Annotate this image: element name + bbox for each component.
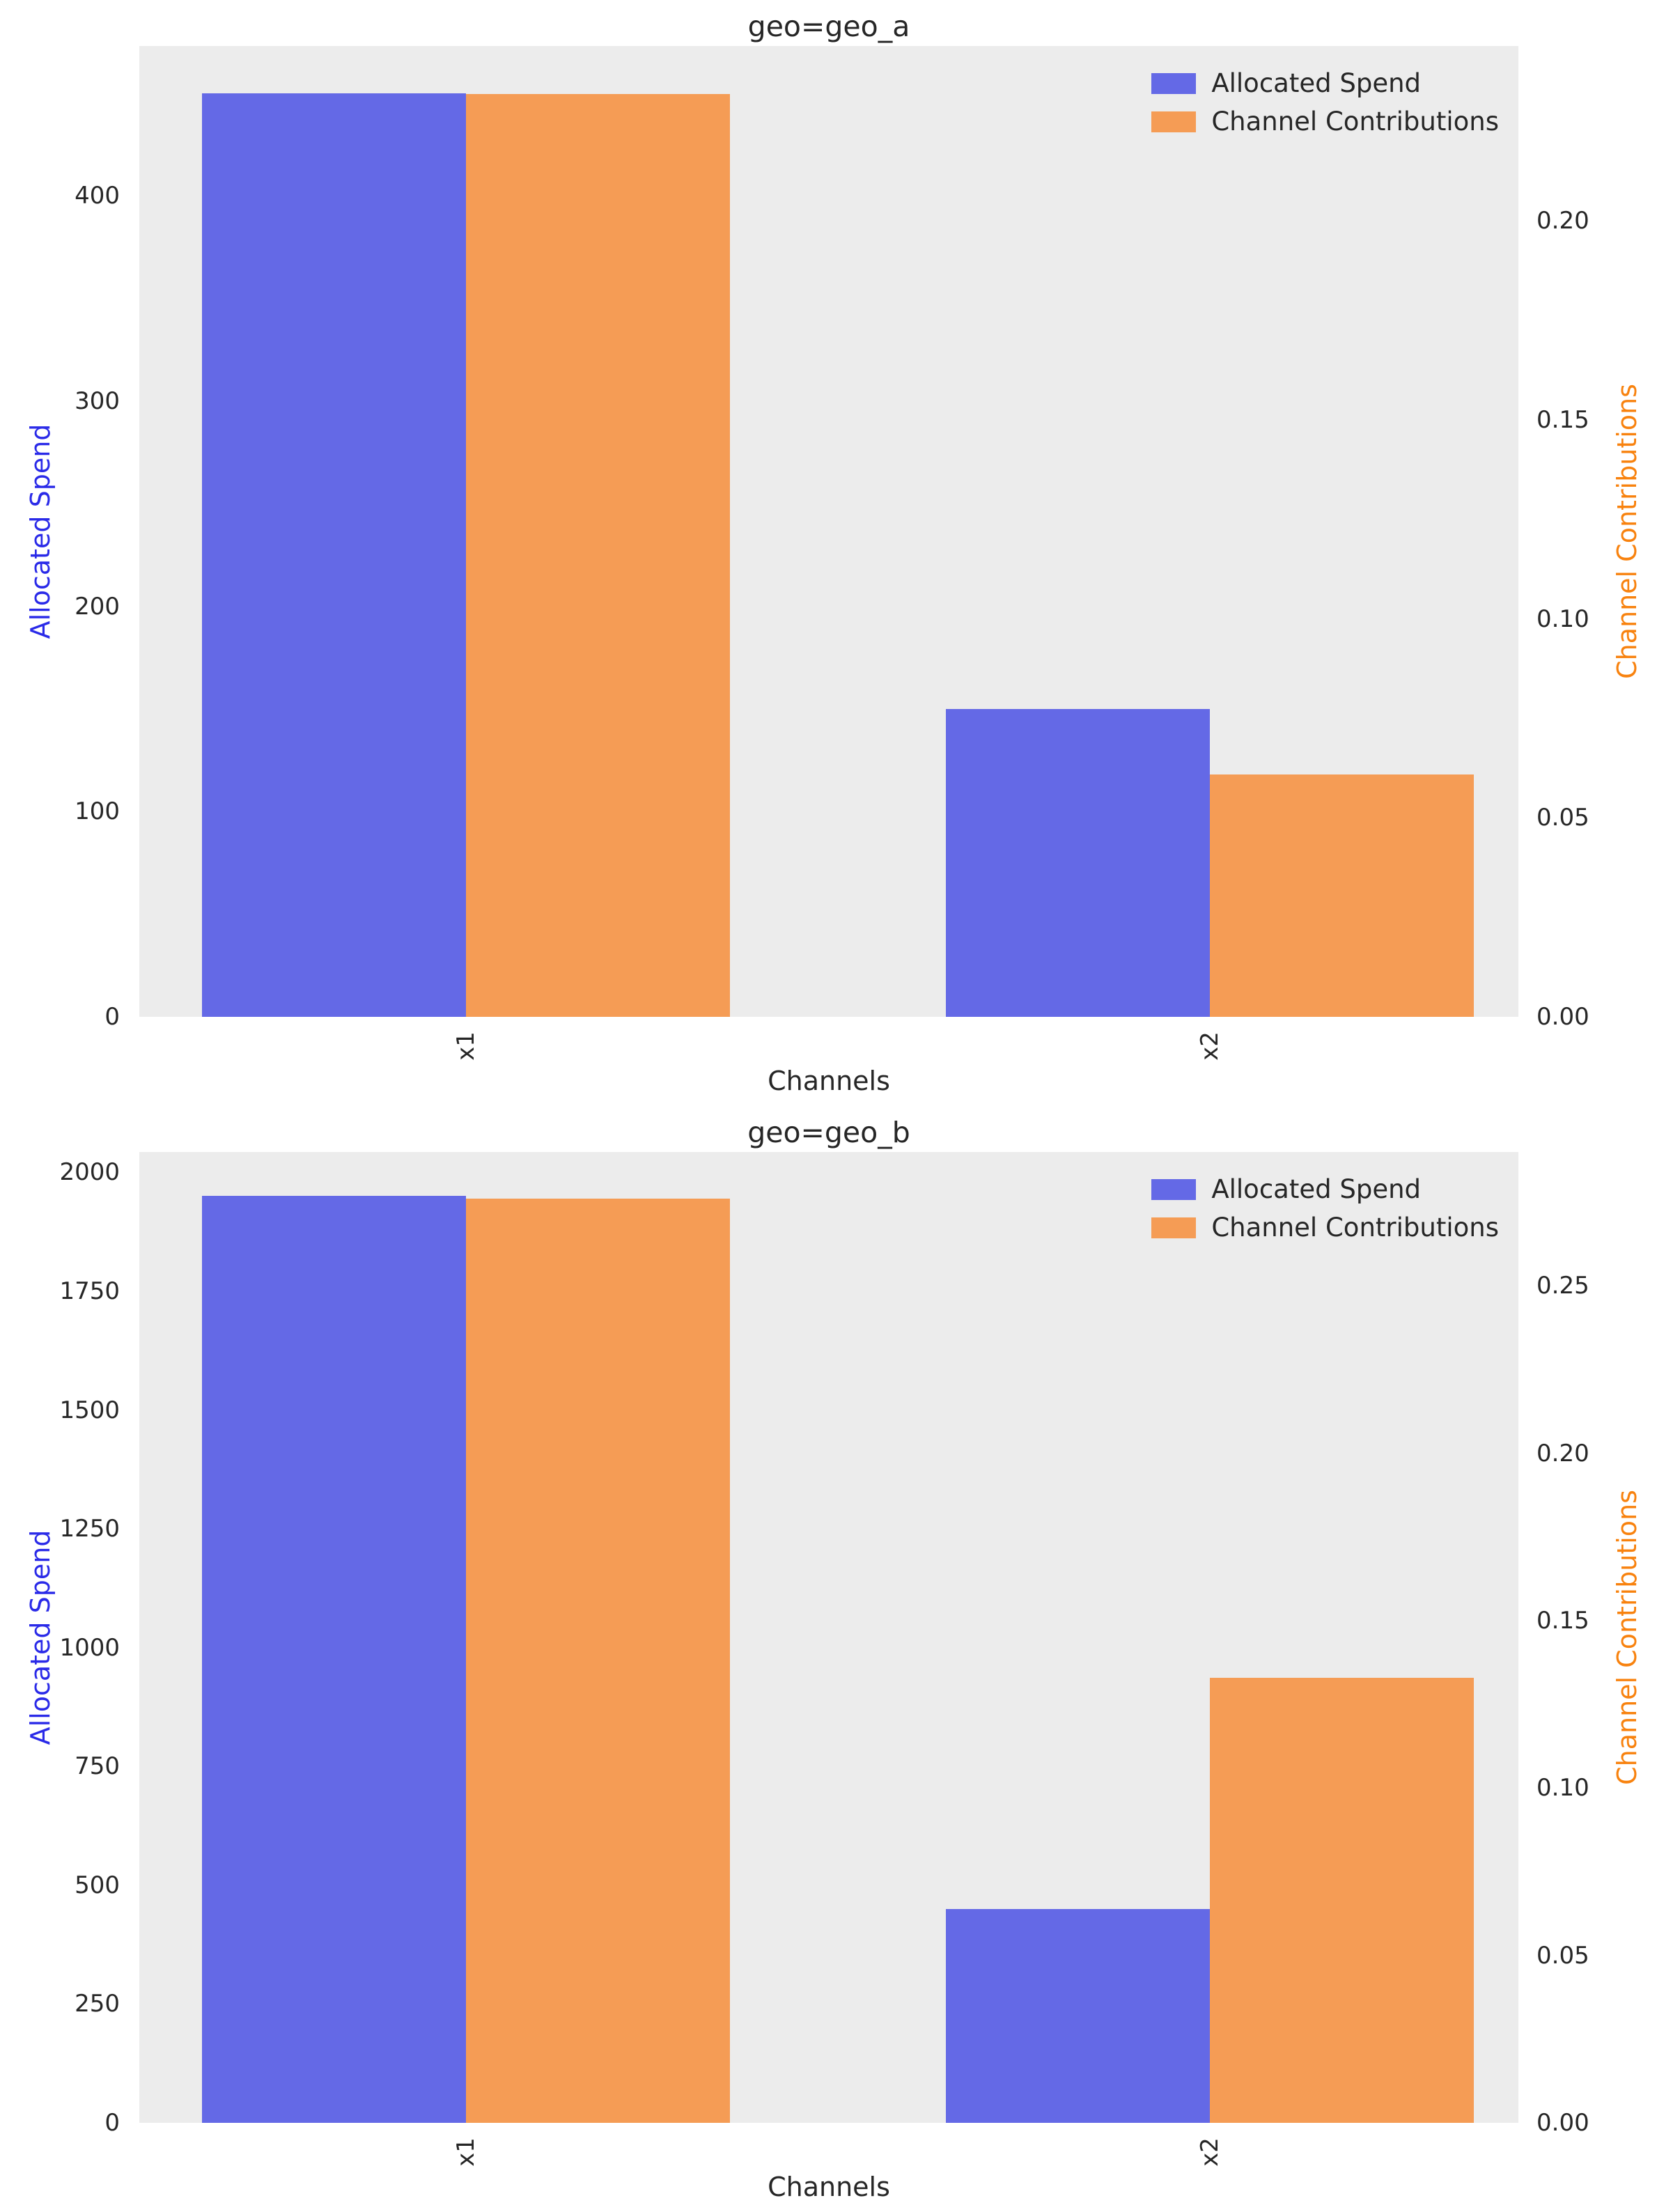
right-axis-tick-geo-geo-a-3: 0.15 (1537, 406, 1589, 434)
x-axis-tick-geo-geo-a-x1: x1 (452, 1031, 480, 1061)
legend-row-0: Allocated Spend (1151, 68, 1499, 98)
left-axis-tick-geo-geo-a-0: 0 (104, 1003, 120, 1031)
subplot-geo-a: geo=geo_a Allocated Spend Channel Contribu… (25, 10, 1642, 1096)
left-axis-tick-geo-geo-a-1: 100 (75, 797, 120, 825)
legend-label-0: Allocated Spend (1211, 68, 1422, 98)
right-axis-tick-geo-geo-a-0: 0.00 (1537, 1003, 1589, 1031)
legend-row-1: Channel Contributions (1151, 107, 1499, 137)
bar-geo-geo-b-x2-channel-contributions (1210, 1677, 1474, 2123)
right-axis-tick-geo-geo-b-2: 0.10 (1537, 1774, 1589, 1802)
subplot-geo-b: geo=geo_b Allocated Spend Channel Contribu… (0, 1106, 1657, 2212)
left-axis-label-geo-geo-a: Allocated Spend (25, 423, 56, 639)
legend-swatch-allocated-spend (1151, 72, 1197, 94)
bar-geo-geo-a-x1-allocated-spend (202, 93, 466, 1017)
chart-title-geo-geo-a: geo=geo_a (747, 10, 910, 43)
plot-area-geo-geo-b: Allocated Spend Channel Contributions (139, 1152, 1518, 2123)
legend-label-0: Allocated Spend (1211, 1174, 1422, 1204)
legend-swatch-allocated-spend (1151, 1178, 1197, 1200)
bar-geo-geo-a-x2-allocated-spend (946, 708, 1210, 1017)
left-axis-tick-geo-geo-b-1: 250 (75, 1990, 120, 2018)
bar-geo-geo-a-x2-channel-contributions (1210, 774, 1474, 1017)
left-axis-tick-geo-geo-a-2: 200 (75, 593, 120, 621)
left-axis-label-geo-geo-b: Allocated Spend (25, 1529, 56, 1745)
right-axis-tick-geo-geo-a-2: 0.10 (1537, 605, 1589, 633)
left-axis-tick-geo-geo-b-8: 2000 (59, 1158, 120, 1186)
x-axis-tick-geo-geo-b-x1: x1 (452, 2137, 480, 2167)
right-axis-tick-geo-geo-b-4: 0.20 (1537, 1440, 1589, 1467)
legend-row-1: Channel Contributions (1151, 1213, 1499, 1243)
legend-swatch-channel-contributions (1151, 1217, 1197, 1238)
left-axis-tick-geo-geo-b-5: 1250 (59, 1515, 120, 1543)
right-axis-tick-geo-geo-b-0: 0.00 (1537, 2109, 1589, 2137)
legend-label-1: Channel Contributions (1211, 107, 1499, 137)
x-axis-tick-geo-geo-a-x2: x2 (1196, 1031, 1224, 1061)
legend-swatch-channel-contributions (1151, 111, 1197, 132)
left-axis-tick-geo-geo-b-6: 1500 (59, 1396, 120, 1424)
right-axis-label-geo-geo-a: Channel Contributions (1612, 384, 1642, 679)
plot-area-geo-geo-a: Allocated Spend Channel Contributions (139, 46, 1518, 1017)
right-axis-label-geo-geo-b: Channel Contributions (1612, 1490, 1642, 1785)
right-axis-tick-geo-geo-b-3: 0.15 (1537, 1607, 1589, 1635)
bar-geo-geo-b-x2-allocated-spend (946, 1908, 1210, 2123)
legend-label-1: Channel Contributions (1211, 1213, 1499, 1243)
left-axis-tick-geo-geo-b-7: 1750 (59, 1277, 120, 1305)
right-axis-tick-geo-geo-b-5: 0.25 (1537, 1272, 1589, 1300)
legend-geo-geo-a: Allocated Spend Channel Contributions (1151, 68, 1499, 145)
bar-geo-geo-b-x1-allocated-spend (202, 1196, 466, 2123)
x-axis-tick-geo-geo-b-x2: x2 (1196, 2137, 1224, 2167)
left-axis-tick-geo-geo-b-3: 750 (75, 1752, 120, 1780)
left-axis-tick-geo-geo-b-2: 500 (75, 1871, 120, 1899)
left-axis-tick-geo-geo-a-3: 300 (75, 387, 120, 415)
left-axis-tick-geo-geo-a-4: 400 (75, 182, 120, 210)
legend-geo-geo-b: Allocated Spend Channel Contributions (1151, 1174, 1499, 1251)
chart-title-geo-geo-b: geo=geo_b (747, 1116, 910, 1149)
right-axis-tick-geo-geo-b-1: 0.05 (1537, 1942, 1589, 1970)
bar-geo-geo-a-x1-channel-contributions (466, 93, 730, 1017)
bar-geo-geo-b-x1-channel-contributions (466, 1199, 730, 2123)
right-axis-tick-geo-geo-a-4: 0.20 (1537, 207, 1589, 235)
legend-row-0: Allocated Spend (1151, 1174, 1499, 1204)
right-axis-tick-geo-geo-a-1: 0.05 (1537, 804, 1589, 832)
x-axis-label-geo-geo-a: Channels (768, 1066, 890, 1096)
left-axis-tick-geo-geo-b-4: 1000 (59, 1634, 120, 1662)
left-axis-tick-geo-geo-b-0: 0 (104, 2109, 120, 2137)
x-axis-label-geo-geo-b: Channels (768, 2172, 890, 2202)
